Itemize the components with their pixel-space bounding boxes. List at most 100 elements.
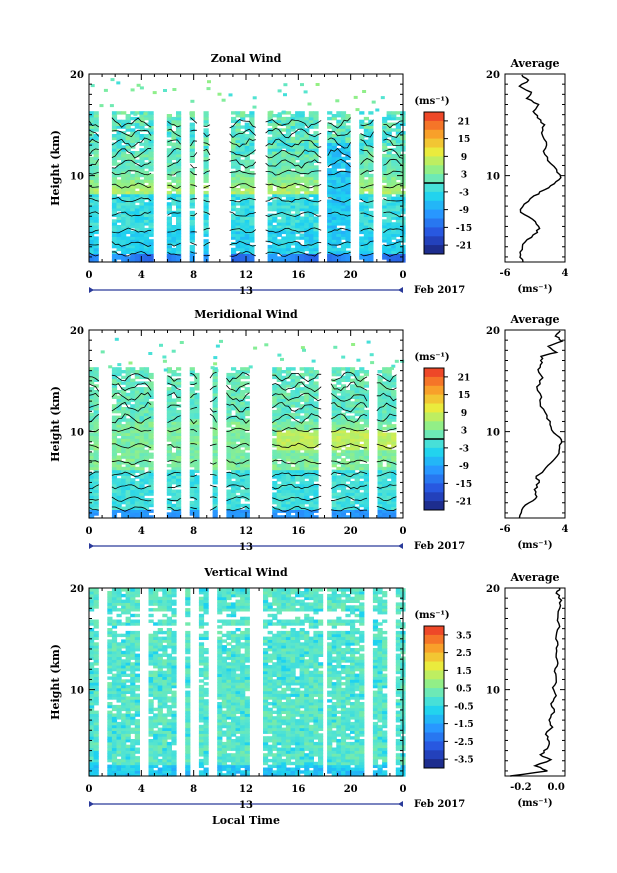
heatmap-cell xyxy=(386,372,392,377)
x-tick-label: 0 xyxy=(400,526,407,537)
heatmap-cell xyxy=(244,404,250,408)
heatmap-cell xyxy=(336,452,342,456)
heatmap-cell xyxy=(382,233,388,237)
heatmap-cell xyxy=(249,148,255,152)
heatmap-cell xyxy=(276,441,282,445)
heatmap-cell xyxy=(267,182,273,186)
heatmap-cell xyxy=(313,452,319,456)
heatmap-cell xyxy=(377,469,383,473)
heatmap-cell xyxy=(93,446,99,451)
heatmap-cell xyxy=(116,466,122,471)
heatmap-cell xyxy=(350,512,356,516)
heatmap-cell xyxy=(166,412,172,417)
heatmap-cell xyxy=(299,441,305,445)
sparse-point xyxy=(136,83,141,87)
heatmap-cell xyxy=(176,122,182,126)
heatmap-cell xyxy=(89,134,95,138)
heatmap-cell xyxy=(391,236,397,240)
heatmap-cell xyxy=(189,512,195,516)
heatmap-cell xyxy=(363,196,369,200)
heatmap-cell xyxy=(130,455,136,459)
heatmap-cell xyxy=(139,375,145,380)
heatmap-cell xyxy=(285,500,292,505)
heatmap-cell xyxy=(111,199,118,203)
heatmap-cell xyxy=(359,495,365,499)
heatmap-cell xyxy=(143,455,150,459)
heatmap-cell xyxy=(121,489,127,493)
heatmap-cell xyxy=(336,242,342,246)
heatmap-cell xyxy=(391,205,397,209)
heatmap-cell xyxy=(363,236,369,240)
heatmap-cell xyxy=(125,378,131,382)
heatmap-cell xyxy=(290,486,296,491)
heatmap-cell xyxy=(308,398,314,402)
heatmap-cell xyxy=(212,378,218,382)
heatmap-cell xyxy=(93,662,99,666)
heatmap-cell xyxy=(391,492,397,496)
heatmap-cell xyxy=(93,256,99,260)
heatmap-cell xyxy=(285,230,292,235)
heatmap-cell xyxy=(139,190,145,195)
heatmap-cell xyxy=(143,370,150,374)
heatmap-cell xyxy=(276,179,282,183)
heatmap-cell xyxy=(313,202,319,206)
heatmap-cell xyxy=(382,162,388,166)
heatmap-cell xyxy=(130,179,136,183)
heatmap-cell xyxy=(226,478,232,482)
heatmap-cell xyxy=(295,190,301,195)
heatmap-cell xyxy=(148,145,154,149)
heatmap-cell xyxy=(285,412,292,417)
heatmap-cell xyxy=(111,724,118,729)
heatmap-cell xyxy=(281,176,287,180)
heatmap-cell xyxy=(111,659,118,663)
heatmap-cell xyxy=(308,182,314,186)
heatmap-cell xyxy=(116,418,122,422)
heatmap-cell xyxy=(285,469,292,473)
heatmap-cell xyxy=(299,435,305,439)
heatmap-cell xyxy=(304,481,310,485)
heatmap-cell xyxy=(111,593,118,598)
heatmap-cell xyxy=(226,404,232,408)
heatmap-cell xyxy=(89,236,95,240)
heatmap-cell xyxy=(176,475,182,479)
heatmap-cell xyxy=(240,472,246,476)
day-span-arrow xyxy=(89,543,94,549)
heatmap-cell xyxy=(111,372,118,377)
heatmap-cell xyxy=(308,225,314,229)
heatmap-cell xyxy=(336,165,342,169)
heatmap-cell xyxy=(244,222,250,226)
heatmap-cell xyxy=(359,225,365,229)
heatmap-cell xyxy=(189,239,195,243)
heatmap-cell xyxy=(290,170,296,175)
heatmap-cell xyxy=(121,466,127,471)
heatmap-cell xyxy=(231,136,237,141)
heatmap-cell xyxy=(203,159,209,163)
heatmap-cell xyxy=(189,387,195,391)
heatmap-cell xyxy=(382,230,388,235)
heatmap-cell xyxy=(203,128,209,132)
heatmap-cell xyxy=(139,244,145,249)
heatmap-cell xyxy=(139,173,145,178)
heatmap-cell xyxy=(276,506,282,510)
heatmap-cell xyxy=(148,244,154,249)
heatmap-cell xyxy=(272,429,278,434)
heatmap-cell xyxy=(363,503,369,508)
heatmap-cell xyxy=(299,489,305,493)
heatmap-cell xyxy=(363,481,369,485)
heatmap-cell xyxy=(386,378,392,382)
heatmap-cell xyxy=(189,469,195,473)
heatmap-cell xyxy=(212,515,218,519)
heatmap-cell xyxy=(386,205,392,209)
heatmap-cell xyxy=(212,446,218,451)
heatmap-cell xyxy=(359,250,365,254)
heatmap-cell xyxy=(194,424,200,428)
heatmap-cell xyxy=(382,481,388,485)
heatmap-cell xyxy=(212,506,218,510)
heatmap-cell xyxy=(166,390,172,394)
heatmap-cell xyxy=(281,435,287,439)
heatmap-cell xyxy=(148,375,154,380)
heatmap-cell xyxy=(171,444,177,448)
heatmap-cell xyxy=(89,426,95,431)
heatmap-cell xyxy=(276,173,282,178)
heatmap-cell xyxy=(89,131,95,135)
